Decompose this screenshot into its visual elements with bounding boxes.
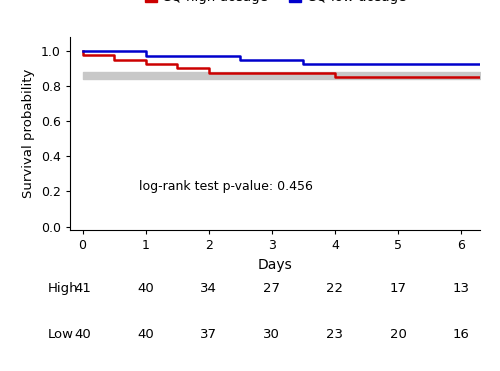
Text: 23: 23	[326, 328, 344, 341]
Y-axis label: Survival probability: Survival probability	[22, 69, 36, 198]
Text: High: High	[48, 282, 78, 295]
Legend: CQ high dosage, CQ low dosage: CQ high dosage, CQ low dosage	[138, 0, 411, 9]
Text: 17: 17	[390, 282, 406, 295]
Text: log-rank test p-value: 0.456: log-rank test p-value: 0.456	[140, 180, 314, 193]
Text: 20: 20	[390, 328, 406, 341]
Text: 40: 40	[138, 328, 154, 341]
Text: Low: Low	[48, 328, 74, 341]
Text: 40: 40	[74, 328, 91, 341]
Text: 40: 40	[138, 282, 154, 295]
Text: 41: 41	[74, 282, 91, 295]
Text: 13: 13	[452, 282, 469, 295]
Text: 16: 16	[452, 328, 469, 341]
Text: 30: 30	[264, 328, 280, 341]
Text: 34: 34	[200, 282, 217, 295]
X-axis label: Days: Days	[258, 257, 292, 272]
Text: 22: 22	[326, 282, 344, 295]
Text: 37: 37	[200, 328, 218, 341]
Text: 27: 27	[264, 282, 280, 295]
